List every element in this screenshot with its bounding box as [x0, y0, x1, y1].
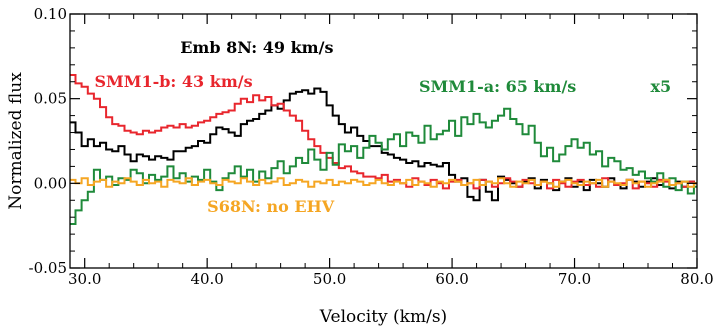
annotation-label-2: SMM1-a: 65 km/s [419, 77, 576, 96]
y-tick-label: 0.05 [34, 90, 67, 108]
ticks-layer [70, 13, 698, 269]
x-tick-label: 30.0 [68, 270, 101, 288]
series-line-2 [70, 107, 697, 225]
annotation-label-0: Emb 8N: 49 km/s [180, 38, 333, 57]
annotation-label-1: SMM1-b: 43 km/s [94, 72, 252, 91]
y-axis-label: Normalized flux [6, 72, 26, 210]
series-layer [70, 74, 697, 225]
tick-labels-layer: 30.0 40.0 50.0 60.0 70.0 80.0 -0.05 0.00 0.05 0.1… [29, 5, 714, 288]
annotations-layer: Emb 8N: 49 km/s SMM1-b: 43 km/s SMM1-a: 65… [94, 38, 671, 216]
annotation-label-4: S68N: no EHV [207, 197, 335, 216]
series-line-3 [70, 177, 697, 188]
series-line-1 [70, 74, 697, 190]
y-tick-label: 0.10 [34, 5, 67, 23]
plot-frame [69, 13, 698, 269]
x-tick-label: 40.0 [190, 270, 223, 288]
x-tick-label: 50.0 [313, 270, 346, 288]
x-tick-label: 80.0 [680, 270, 713, 288]
annotation-label-3: x5 [650, 77, 671, 96]
y-tick-label: 0.00 [34, 174, 67, 192]
x-axis-label: Velocity (km/s) [319, 307, 447, 327]
y-tick-label: -0.05 [29, 259, 67, 277]
x-tick-label: 60.0 [435, 270, 468, 288]
x-tick-label: 70.0 [558, 270, 591, 288]
